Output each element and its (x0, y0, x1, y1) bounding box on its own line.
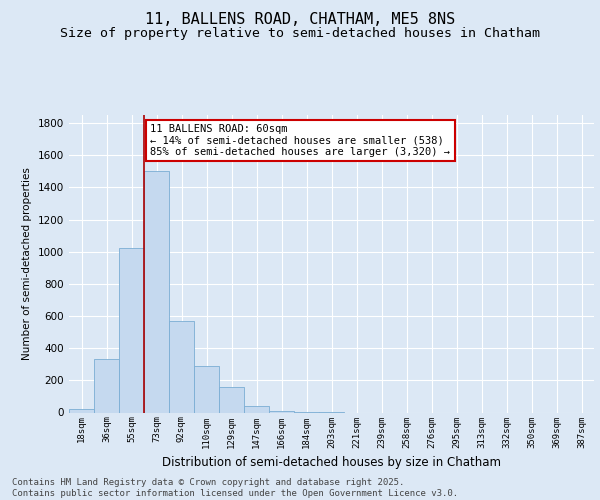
X-axis label: Distribution of semi-detached houses by size in Chatham: Distribution of semi-detached houses by … (162, 456, 501, 469)
Bar (94, 360, 119, 412)
Bar (269, 411, 294, 412)
Y-axis label: Number of semi-detached properties: Number of semi-detached properties (22, 168, 32, 360)
Bar (119, 248, 144, 412)
Text: Contains HM Land Registry data © Crown copyright and database right 2025.
Contai: Contains HM Land Registry data © Crown c… (12, 478, 458, 498)
Text: 11 BALLENS ROAD: 60sqm
← 14% of semi-detached houses are smaller (538)
85% of se: 11 BALLENS ROAD: 60sqm ← 14% of semi-det… (151, 124, 451, 157)
Text: Size of property relative to semi-detached houses in Chatham: Size of property relative to semi-detach… (60, 28, 540, 40)
Bar (69, 410, 94, 412)
Text: 11, BALLENS ROAD, CHATHAM, ME5 8NS: 11, BALLENS ROAD, CHATHAM, ME5 8NS (145, 12, 455, 28)
Bar (169, 321, 194, 412)
Bar (144, 172, 169, 412)
Bar (219, 387, 244, 412)
Bar (244, 406, 269, 412)
Bar (194, 366, 219, 412)
